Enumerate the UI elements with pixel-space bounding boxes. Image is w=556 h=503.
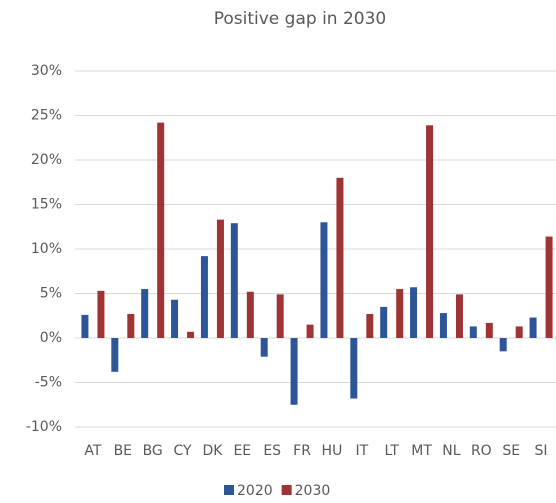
bar [320,222,328,338]
bar [127,313,135,338]
bar [111,338,119,372]
bar [439,313,447,338]
bar [529,317,537,338]
x-tick-label: NL [442,443,460,459]
x-tick-label: ES [263,443,281,459]
x-tick-label: DK [202,443,223,459]
bar [366,313,374,338]
x-tick-label: MT [411,443,432,459]
x-tick-label: BG [143,443,163,459]
y-tick-label: -10% [26,419,62,435]
y-tick-label: 10% [31,241,62,257]
legend-label: 2030 [295,483,331,499]
bar [485,322,493,338]
x-tick-label: SI [535,443,548,459]
bar [276,294,284,338]
y-tick-label: 20% [31,152,62,168]
legend-label: 2020 [237,483,273,499]
bar [396,289,404,338]
x-tick-label: LT [384,443,399,459]
legend-swatch [224,485,234,495]
bar [380,306,388,338]
bar [81,314,89,338]
bar [97,290,105,338]
bar [171,299,179,338]
bar [230,223,238,338]
y-tick-label: 15% [31,197,62,213]
x-tick-label: AT [84,443,101,459]
bar [545,236,553,338]
x-tick-label: FR [293,443,311,459]
bar [350,338,358,399]
bar [499,338,507,352]
chart-title: Positive gap in 2030 [214,9,387,29]
y-tick-label: 30% [31,63,62,79]
legend-swatch [281,485,292,495]
x-tick-label: IT [355,443,368,459]
bar [426,125,434,338]
x-tick-label: RO [471,443,492,459]
y-tick-label: 0% [40,330,62,346]
bar [515,326,523,338]
bar [141,289,149,338]
y-tick-label: -5% [35,375,62,391]
bar [157,122,165,339]
x-tick-label: EE [233,443,251,459]
y-tick-label: 25% [31,108,62,124]
bar [187,331,195,338]
bar [200,256,208,338]
bar [455,294,463,338]
bar [410,287,418,338]
x-tick-label: HU [322,443,343,459]
bar [306,324,314,338]
bar [336,177,344,338]
x-tick-label: BE [114,443,132,459]
x-tick-label: SE [502,443,520,459]
bar [246,291,254,338]
bar [260,338,268,357]
bar [290,338,298,405]
y-tick-label: 5% [40,286,62,302]
bar [216,219,224,338]
x-tick-label: CY [174,443,193,459]
bar [469,326,477,338]
